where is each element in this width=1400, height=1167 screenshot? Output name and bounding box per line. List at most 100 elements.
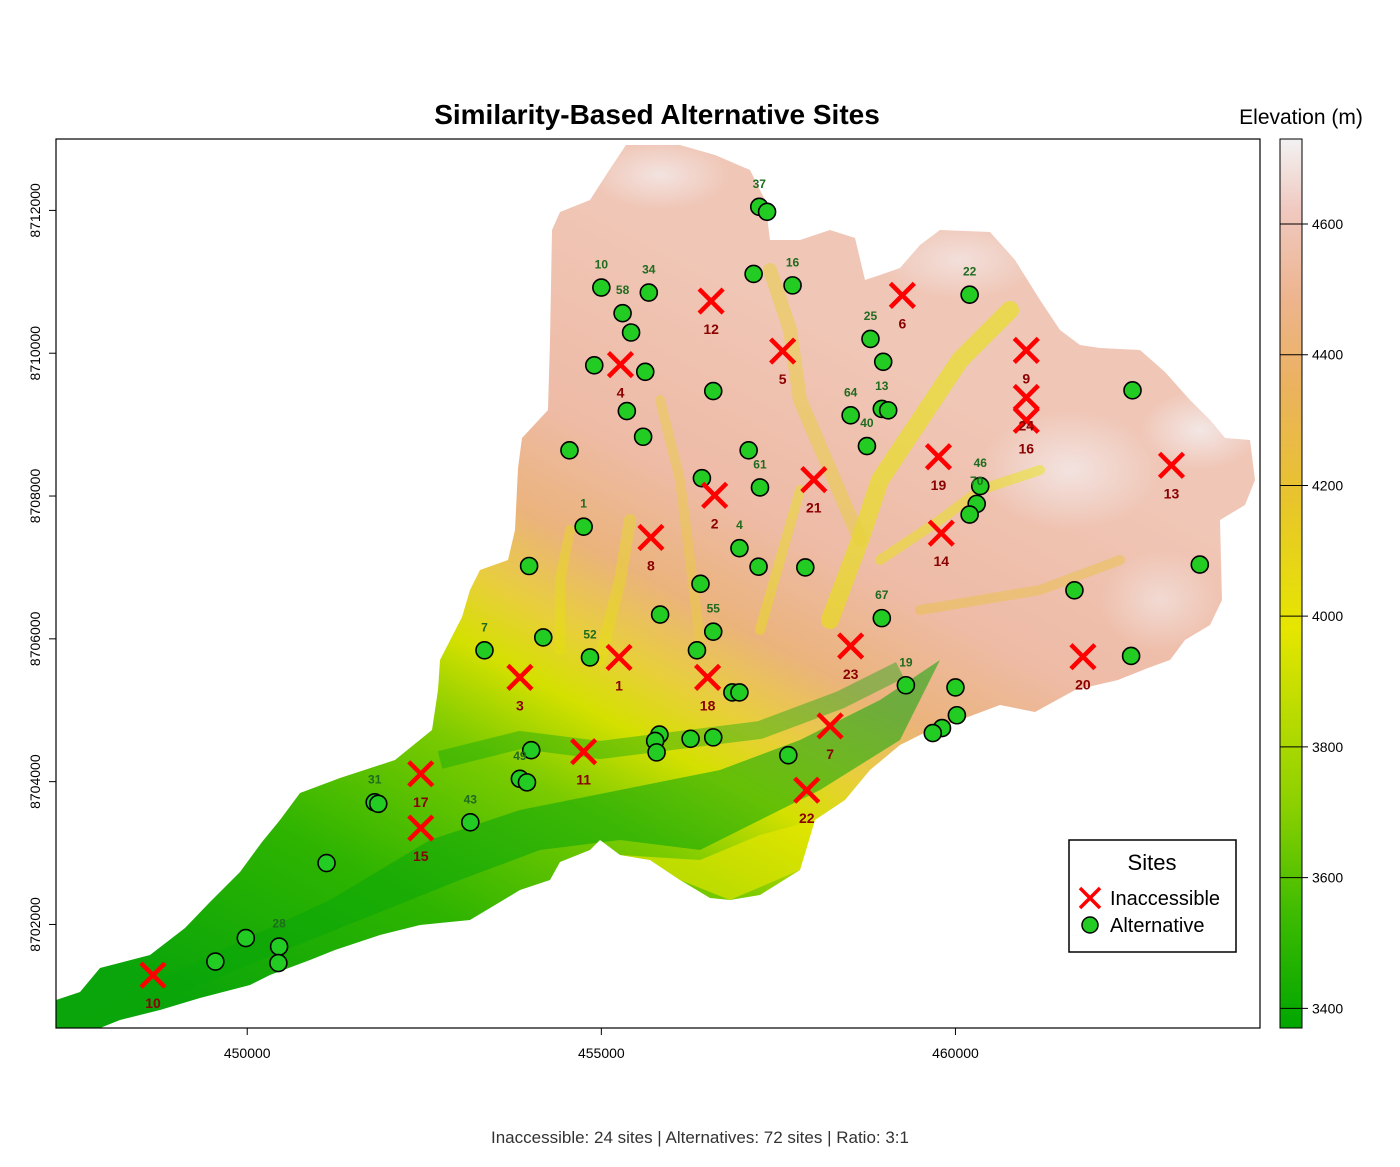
colorbar-tick-label: 3400 <box>1312 1000 1343 1016</box>
y-tick-label: 8706000 <box>27 611 43 666</box>
alternative-site-label: 4 <box>736 518 743 532</box>
alternative-site-marker <box>617 401 637 421</box>
alternative-site-marker <box>519 556 539 576</box>
alternative-site-label: 43 <box>464 792 478 806</box>
alternative-site-marker <box>681 729 700 749</box>
colorbar-tick-label: 4400 <box>1312 347 1343 363</box>
inaccessible-site-marker <box>693 663 722 691</box>
x-tick-label: 450000 <box>224 1045 271 1061</box>
alternative-site-marker <box>757 202 777 222</box>
inaccessible-site-label: 4 <box>617 385 625 401</box>
inaccessible-site-label: 6 <box>898 315 906 331</box>
alternative-site-marker <box>779 745 798 765</box>
legend-alternative-label: Alternative <box>1110 915 1205 937</box>
alternative-site-marker <box>878 401 898 420</box>
y-tick-label: 8708000 <box>27 469 43 524</box>
inaccessible-site-marker <box>816 712 844 740</box>
y-tick-label: 8702000 <box>27 897 43 952</box>
alternative-site-marker <box>730 683 749 702</box>
alternative-site-label: 49 <box>513 749 527 763</box>
alternative-site-label: 52 <box>583 627 597 641</box>
colorbar-tick-label: 4200 <box>1312 477 1343 493</box>
alternative-site-marker <box>635 362 655 382</box>
alternative-site-marker <box>946 678 965 697</box>
alternative-site-label: 31 <box>368 772 382 786</box>
inaccessible-site-label: 13 <box>1164 485 1180 501</box>
y-tick-label: 8710000 <box>27 326 43 381</box>
alternative-site-label: 70 <box>970 474 984 488</box>
alternative-site-marker <box>317 853 336 873</box>
inaccessible-site-label: 9 <box>1022 370 1030 386</box>
inaccessible-site-marker <box>924 443 953 471</box>
inaccessible-site-marker <box>637 523 665 552</box>
alternative-site-marker <box>1065 580 1084 600</box>
inaccessible-site-marker <box>407 814 435 842</box>
alternative-site-marker <box>521 740 541 760</box>
alternative-site-marker <box>896 675 916 695</box>
alternative-site-marker <box>584 356 604 375</box>
inaccessible-site-label: 7 <box>826 746 834 762</box>
alternative-site-label: 10 <box>595 258 609 272</box>
colorbar-tick-label: 4000 <box>1312 608 1343 624</box>
inaccessible-site-marker <box>697 287 725 315</box>
alternative-site-label: 61 <box>753 457 767 471</box>
alternative-site-marker <box>560 441 579 460</box>
alternative-site-marker <box>368 794 388 814</box>
inaccessible-site-label: 2 <box>711 515 719 531</box>
alternative-site-marker <box>574 517 593 537</box>
alternative-site-marker <box>970 476 990 496</box>
inaccessible-site-label: 8 <box>647 557 655 573</box>
alternative-site-marker <box>947 705 967 725</box>
y-axis: 8702000 8704000 8706000 8708000 8710000 87120… <box>27 183 56 952</box>
inaccessible-site-label: 19 <box>931 477 947 493</box>
inaccessible-site-label: 22 <box>799 810 815 826</box>
alternative-site-label: 22 <box>963 265 977 279</box>
alternative-site-label: 64 <box>844 385 858 399</box>
alternative-site-marker <box>703 381 723 401</box>
inaccessible-site-marker <box>1069 643 1097 671</box>
alternative-site-marker <box>269 937 289 956</box>
alternative-site-marker <box>857 436 877 456</box>
alternative-site-marker <box>749 557 768 577</box>
colorbar-ticks: 3400 3600 3800 4000 4200 4400 4600 <box>1280 216 1343 1016</box>
alternative-site-marker <box>861 329 880 349</box>
inaccessible-site-label: 14 <box>934 553 950 569</box>
inaccessible-site-marker <box>1012 406 1040 434</box>
inaccessible-site-marker <box>800 466 828 494</box>
alternative-site-marker <box>841 406 860 425</box>
alternative-site-marker <box>533 628 553 647</box>
alternative-site-label: 19 <box>899 655 913 669</box>
alternative-site-marker <box>1123 381 1142 400</box>
inaccessible-site-marker <box>570 738 598 766</box>
x-tick-label: 460000 <box>932 1045 979 1061</box>
inaccessible-site-marker <box>139 961 167 989</box>
alternative-site-marker <box>744 264 763 284</box>
alternative-site-marker <box>1121 646 1141 666</box>
inaccessible-site-label: 16 <box>1018 440 1034 456</box>
inaccessible-site-label: 18 <box>700 697 716 713</box>
alternative-site-marker <box>730 538 749 558</box>
alternative-site-label: 25 <box>864 309 878 323</box>
alternative-site-marker <box>269 953 288 973</box>
inaccessible-site-marker <box>837 632 865 660</box>
alternative-site-marker <box>613 303 632 323</box>
alternative-site-marker <box>206 952 225 971</box>
alternative-site-marker <box>960 285 979 304</box>
inaccessible-site-marker <box>606 351 635 379</box>
inaccessible-site-marker <box>888 281 916 309</box>
alternative-site-label: 37 <box>753 177 767 191</box>
alternative-site-marker <box>783 276 802 295</box>
inaccessible-site-marker <box>506 663 534 691</box>
legend-x-icon <box>1078 886 1102 910</box>
inaccessible-site-label: 21 <box>806 500 822 516</box>
x-axis: 450000 455000 460000 <box>224 1028 979 1061</box>
alternative-site-marker <box>461 813 480 832</box>
inaccessible-site-label: 23 <box>843 666 859 682</box>
alternative-site-marker <box>1190 555 1210 574</box>
alternative-site-label: 40 <box>860 416 874 430</box>
plot-frame <box>55 138 1261 1029</box>
alternative-site-marker <box>650 605 670 624</box>
colorbar-tick-label: 4600 <box>1312 216 1343 232</box>
